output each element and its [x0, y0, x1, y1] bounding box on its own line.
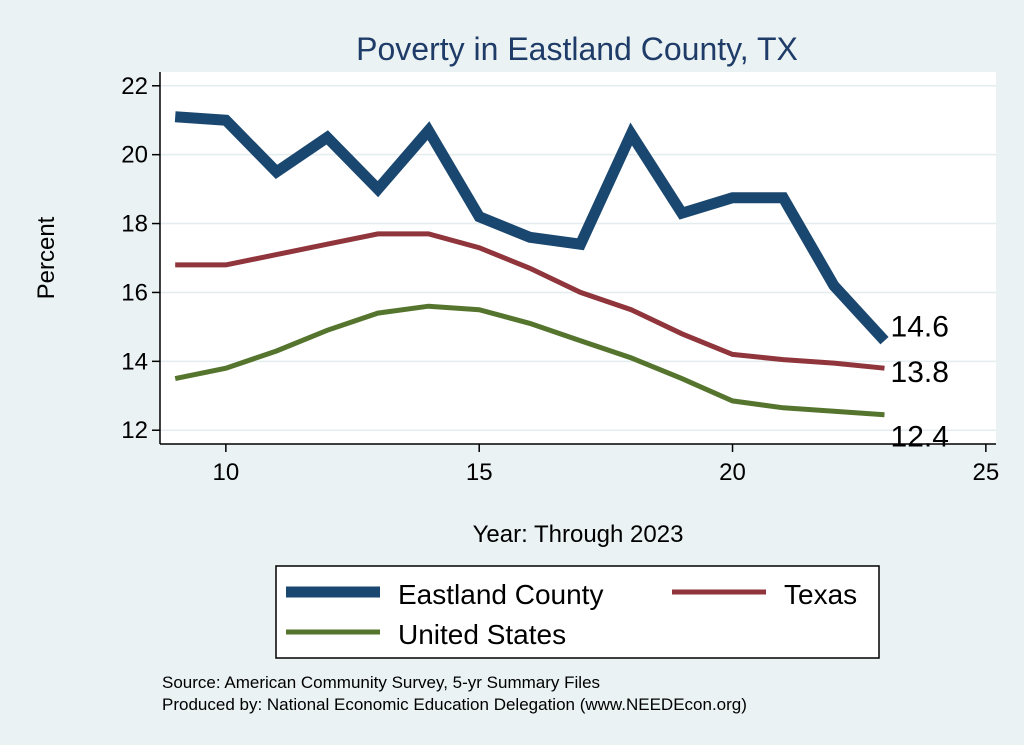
legend-label-texas: Texas	[784, 579, 857, 610]
y-tick-label: 12	[121, 417, 148, 444]
end-label-texas: 13.8	[891, 356, 949, 389]
end-label-united-states: 12.4	[891, 421, 949, 454]
y-tick-label: 20	[121, 142, 148, 169]
y-tick-label: 14	[121, 348, 148, 375]
y-tick-label: 22	[121, 73, 148, 100]
legend: Eastland County Texas United States	[275, 565, 880, 659]
series-line-eastland-county	[174, 111, 889, 345]
source-note: Source: American Community Survey, 5-yr …	[162, 673, 600, 692]
chart-title: Poverty in Eastland County, TX	[356, 31, 798, 67]
axes: 12 14 16 18 20 22 10 15 20 25	[121, 72, 999, 486]
x-axis-title: Year: Through 2023	[473, 521, 684, 548]
legend-label-us: United States	[398, 619, 566, 650]
series-line-texas	[175, 231, 885, 371]
end-labels: 14.6 13.8 12.4	[891, 311, 949, 454]
legend-box	[275, 565, 880, 659]
plot-area	[160, 72, 996, 444]
x-tick-label: 15	[466, 459, 493, 486]
series-line-united-states	[174, 303, 885, 418]
y-tick-label: 16	[121, 279, 148, 306]
y-axis-title: Percent	[33, 216, 60, 299]
y-tick-label: 18	[121, 211, 148, 238]
x-tick-label: 25	[973, 459, 1000, 486]
x-tick-label: 10	[213, 459, 240, 486]
producer-note: Produced by: National Economic Education…	[162, 695, 747, 714]
series-lines	[174, 111, 889, 418]
end-label-eastland-county: 14.6	[891, 311, 949, 344]
x-tick-label: 20	[719, 459, 746, 486]
legend-label-eastland: Eastland County	[398, 579, 603, 610]
